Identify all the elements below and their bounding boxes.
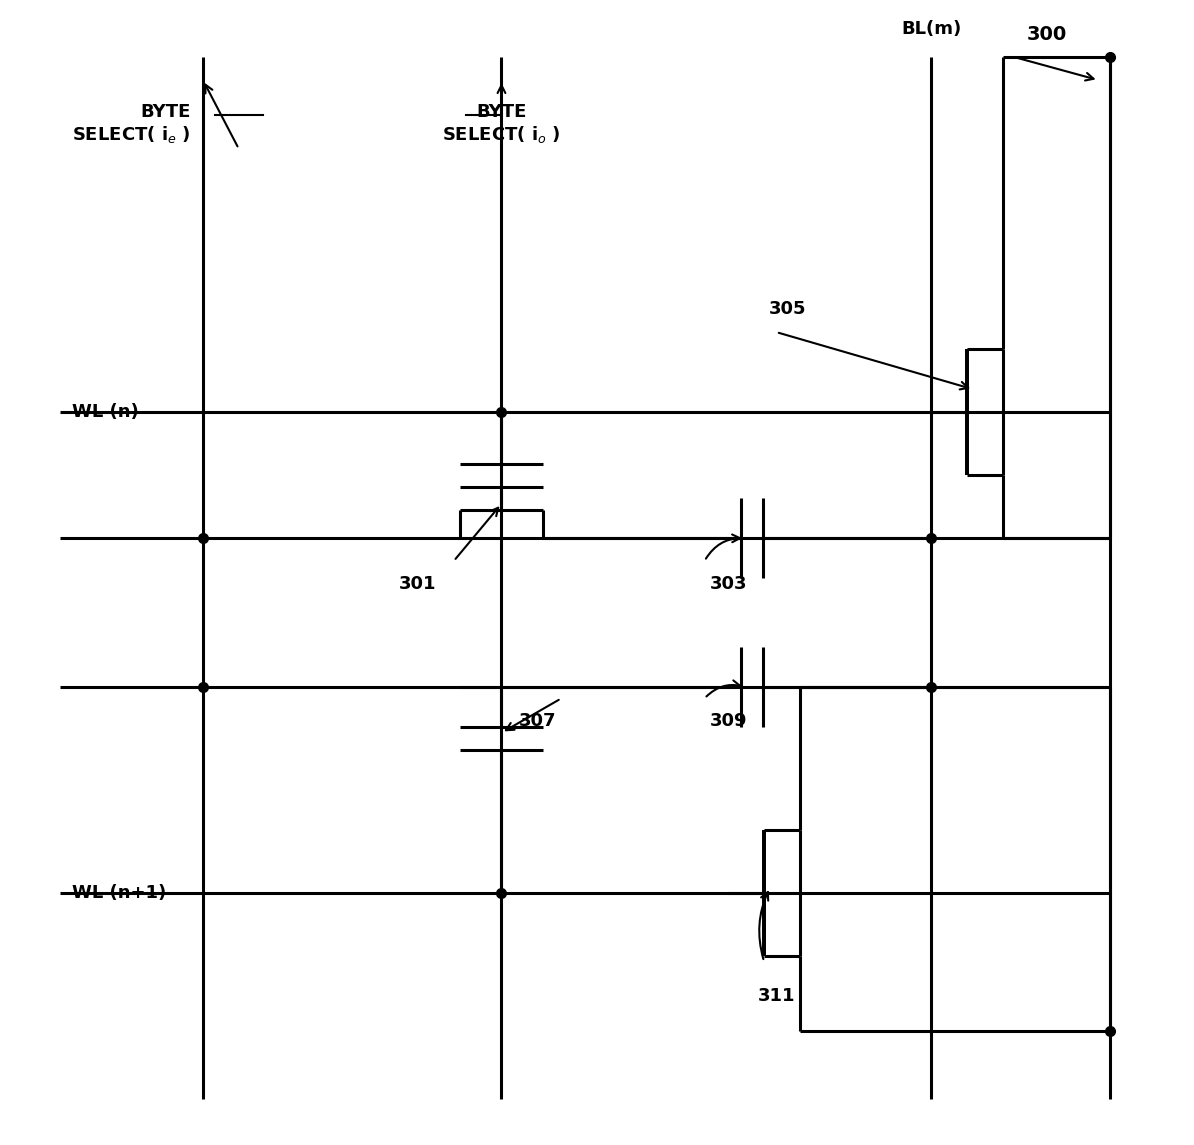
Text: 307: 307 (518, 712, 556, 731)
Text: 300: 300 (1027, 25, 1067, 44)
Text: 301: 301 (399, 575, 437, 593)
Text: 311: 311 (757, 987, 795, 1005)
Text: BYTE
SELECT( i$_o$ ): BYTE SELECT( i$_o$ ) (442, 103, 561, 145)
Text: 303: 303 (709, 575, 747, 593)
Text: BYTE
SELECT( i$_e$ ): BYTE SELECT( i$_e$ ) (73, 103, 191, 145)
Text: 309: 309 (709, 712, 747, 731)
Text: 305: 305 (769, 300, 807, 318)
Text: WL (n+1): WL (n+1) (72, 884, 166, 902)
Text: BL(m): BL(m) (901, 19, 961, 38)
Text: WL (n): WL (n) (72, 403, 139, 421)
